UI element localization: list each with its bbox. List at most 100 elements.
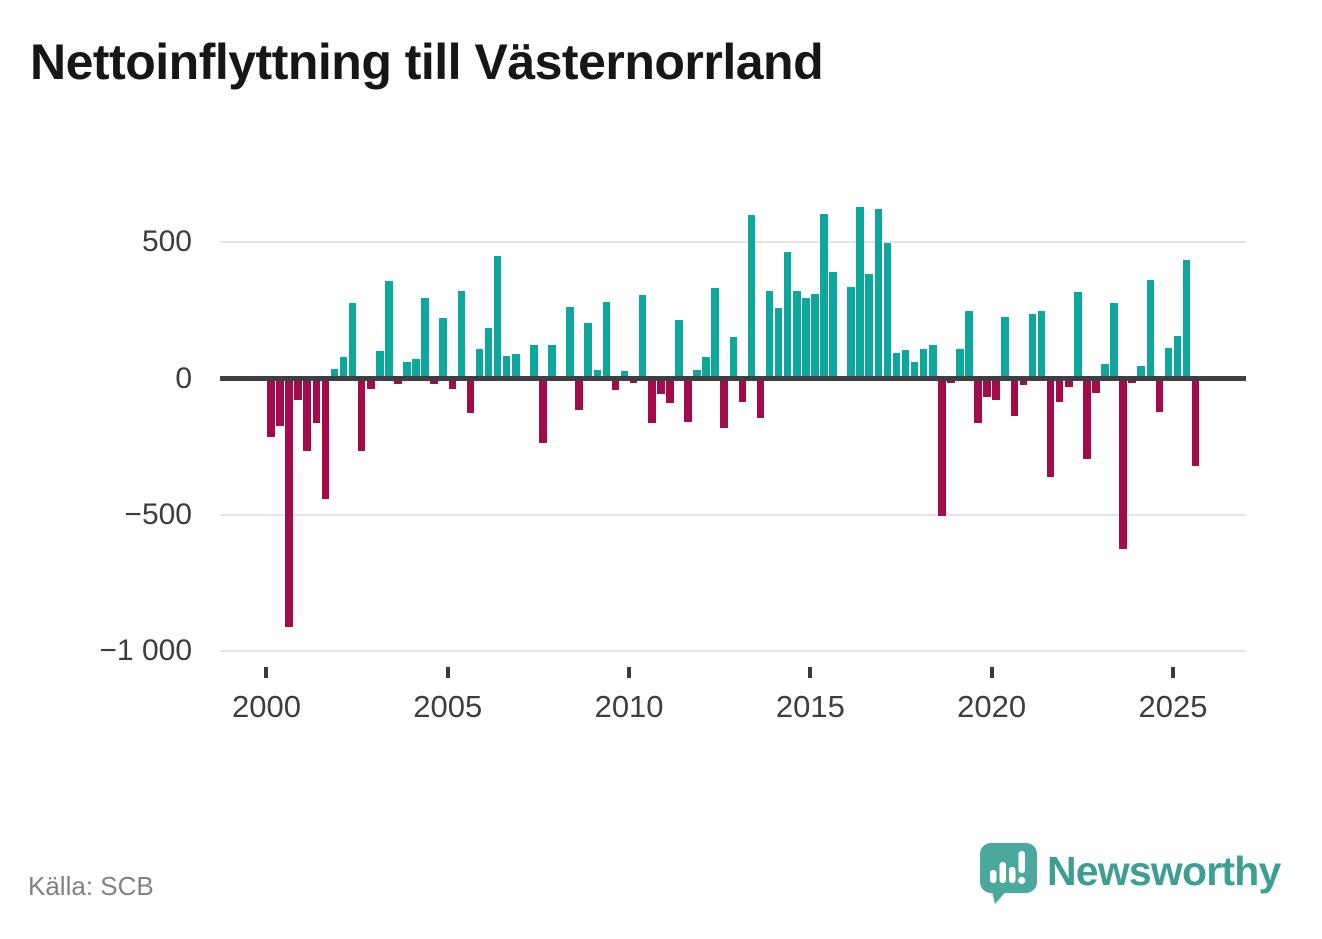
y-axis-label: 500	[141, 225, 192, 259]
bar-2003K1	[375, 350, 384, 379]
bar-2016K3	[865, 274, 874, 379]
bar-2008K2	[566, 307, 574, 379]
bar-2023K1	[1101, 363, 1109, 379]
zero-axis-line	[220, 376, 1246, 381]
bar-2016K1	[847, 286, 855, 379]
bar-2005K4	[475, 349, 484, 379]
bar-2011K1	[666, 378, 674, 404]
bar-2012K1	[702, 357, 710, 379]
bar-2007K2	[530, 345, 538, 379]
bar-2025K1	[1173, 336, 1182, 379]
bar-2016K4	[874, 208, 883, 379]
bar-2013K1	[738, 378, 747, 403]
bar-2000K1	[267, 378, 275, 438]
bar-2006K1	[484, 328, 493, 379]
bar-2020K1	[992, 378, 1000, 400]
bar-2021K1	[1028, 314, 1037, 379]
bar-2003K2	[385, 281, 393, 379]
bar-2009K1	[593, 370, 602, 379]
bar-2023K3	[1119, 378, 1127, 550]
y-axis-label: 0	[175, 361, 192, 395]
newsworthy-wordmark: Newsworthy	[1047, 848, 1281, 894]
bar-2020K3	[1010, 378, 1019, 417]
bar-2002K3	[357, 378, 366, 451]
bar-2020K4	[1019, 378, 1028, 386]
bar-2024K1	[1137, 365, 1146, 379]
x-axis-tick	[445, 667, 450, 678]
x-axis-tick	[808, 667, 813, 678]
bar-2024K3	[1155, 378, 1164, 412]
bar-2024K2	[1146, 279, 1155, 379]
bar-2021K4	[1055, 378, 1064, 403]
bar-2012K3	[720, 378, 729, 429]
bar-2004K2	[421, 297, 429, 379]
bar-2021K3	[1046, 378, 1055, 478]
bar-2009K2	[602, 302, 611, 379]
bar-2019K3	[974, 378, 982, 424]
x-axis-label: 2010	[594, 689, 664, 724]
bar-2000K3	[285, 378, 293, 628]
bar-2011K2	[675, 319, 683, 379]
bar-2007K3	[539, 378, 547, 444]
bar-2010K3	[647, 378, 656, 424]
bar-2013K3	[756, 378, 765, 418]
bar-2018K1	[919, 348, 928, 379]
gridline	[220, 241, 1246, 244]
x-axis-tick	[627, 667, 632, 678]
source-note: Källa: SCB	[28, 871, 154, 901]
bar-2014K1	[774, 307, 783, 379]
bar-2004K3	[430, 378, 438, 385]
x-axis-label: 2005	[413, 689, 483, 724]
logo-exclamation-bar	[1018, 851, 1025, 873]
bar-2016K2	[856, 206, 865, 379]
bar-2005K3	[466, 378, 475, 413]
bar-2007K4	[548, 344, 556, 379]
bar-2001K2	[312, 378, 321, 423]
bar-2023K2	[1110, 303, 1118, 379]
bar-2006K2	[493, 255, 502, 379]
bar-2002K1	[339, 356, 348, 379]
bar-2017K2	[892, 352, 901, 379]
bar-2011K4	[693, 370, 701, 379]
bar-2015K3	[829, 271, 837, 379]
bar-2008K3	[575, 378, 583, 410]
bar-2000K2	[276, 378, 284, 427]
bar-2018K3	[938, 378, 946, 517]
bar-2006K4	[511, 354, 520, 379]
bar-2012K2	[711, 288, 719, 379]
chart-title: Nettoinflyttning till Västernorrland	[30, 34, 824, 90]
bar-2009K3	[611, 378, 620, 390]
bar-2022K1	[1064, 378, 1073, 388]
bar-2004K4	[439, 318, 448, 379]
bar-2001K4	[330, 369, 339, 379]
bar-2020K2	[1001, 316, 1010, 379]
bar-2009K4	[620, 370, 629, 379]
bar-2019K4	[983, 378, 991, 397]
bar-2017K3	[901, 350, 910, 379]
newsworthy-bubble-icon	[980, 843, 1037, 904]
bar-2002K2	[348, 303, 357, 379]
bar-2013K4	[765, 290, 774, 379]
bar-2003K3	[394, 378, 402, 384]
bar-2014K2	[783, 252, 792, 379]
bar-2005K1	[448, 378, 457, 390]
bar-2011K3	[684, 378, 692, 422]
x-axis-label: 2015	[775, 689, 845, 724]
bar-2008K4	[584, 323, 593, 379]
bar-2002K4	[366, 378, 375, 390]
logo-bar-small	[990, 870, 997, 883]
bar-2012K4	[729, 337, 738, 379]
plot-area: 500 0 −500 −1 000 2000 2005 2010 2015 2020 2025	[99, 206, 1246, 724]
bar-2019K2	[965, 311, 973, 379]
x-axis-label: 2000	[231, 689, 301, 724]
bar-2022K4	[1092, 378, 1100, 394]
bar-2015K2	[820, 213, 828, 379]
logo-exclamation-dot	[1018, 876, 1026, 885]
bar-2025K3	[1191, 378, 1200, 466]
bar-2014K3	[792, 291, 801, 379]
bar-2018K2	[928, 345, 937, 379]
bar-2019K1	[956, 349, 964, 379]
bar-2005K2	[457, 290, 466, 379]
bar-2015K1	[811, 293, 819, 379]
